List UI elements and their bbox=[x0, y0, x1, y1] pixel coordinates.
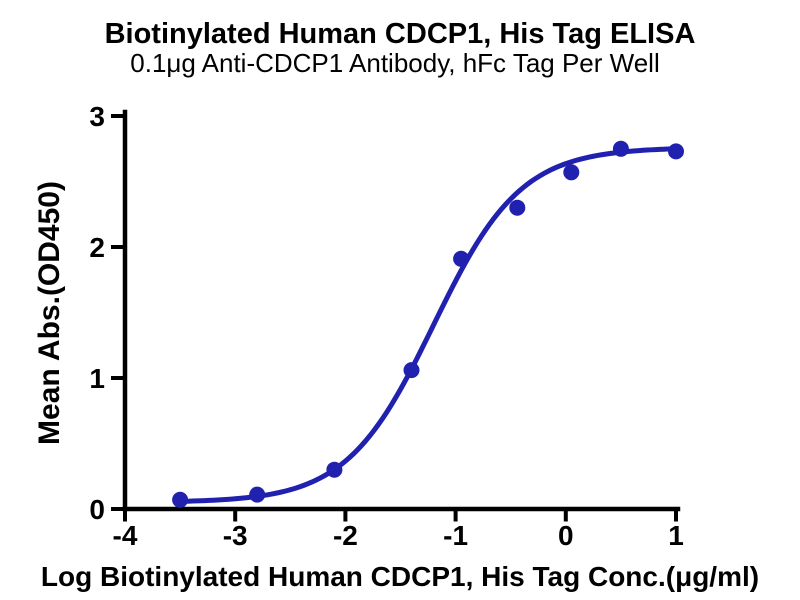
data-point bbox=[612, 140, 629, 157]
chart-title: Biotinylated Human CDCP1, His Tag ELISA bbox=[105, 18, 696, 50]
y-tick-label: 1 bbox=[89, 363, 105, 394]
data-point bbox=[172, 491, 189, 508]
chart-subtitle: 0.1μg Anti-CDCP1 Antibody, hFc Tag Per W… bbox=[130, 48, 659, 78]
dose-response-curve bbox=[177, 146, 679, 504]
y-axis-title: Mean Abs.(OD450) bbox=[33, 181, 66, 445]
y-tick-label: 3 bbox=[89, 101, 105, 132]
data-point bbox=[326, 461, 343, 478]
data-point bbox=[453, 250, 470, 267]
x-tick-label: -1 bbox=[443, 520, 468, 551]
data-point bbox=[509, 199, 526, 216]
axes bbox=[111, 109, 681, 522]
x-tick-label: -2 bbox=[333, 520, 358, 551]
data-point bbox=[249, 486, 266, 503]
x-axis-title: Log Biotinylated Human CDCP1, His Tag Co… bbox=[41, 561, 759, 592]
data-point bbox=[563, 164, 580, 181]
x-tick-label: 0 bbox=[558, 520, 574, 551]
x-tick-label: -4 bbox=[113, 520, 138, 551]
data-point bbox=[668, 143, 684, 160]
tick-labels: 0 1 2 3 -4 -3 -2 -1 0 1 bbox=[89, 101, 683, 551]
y-tick-label: 2 bbox=[89, 232, 105, 263]
data-point bbox=[403, 362, 420, 379]
y-tick-label: 0 bbox=[89, 494, 105, 525]
x-tick-label: -3 bbox=[223, 520, 248, 551]
fit-curve bbox=[177, 146, 679, 504]
data-points bbox=[172, 140, 684, 508]
x-tick-label: 1 bbox=[668, 520, 684, 551]
